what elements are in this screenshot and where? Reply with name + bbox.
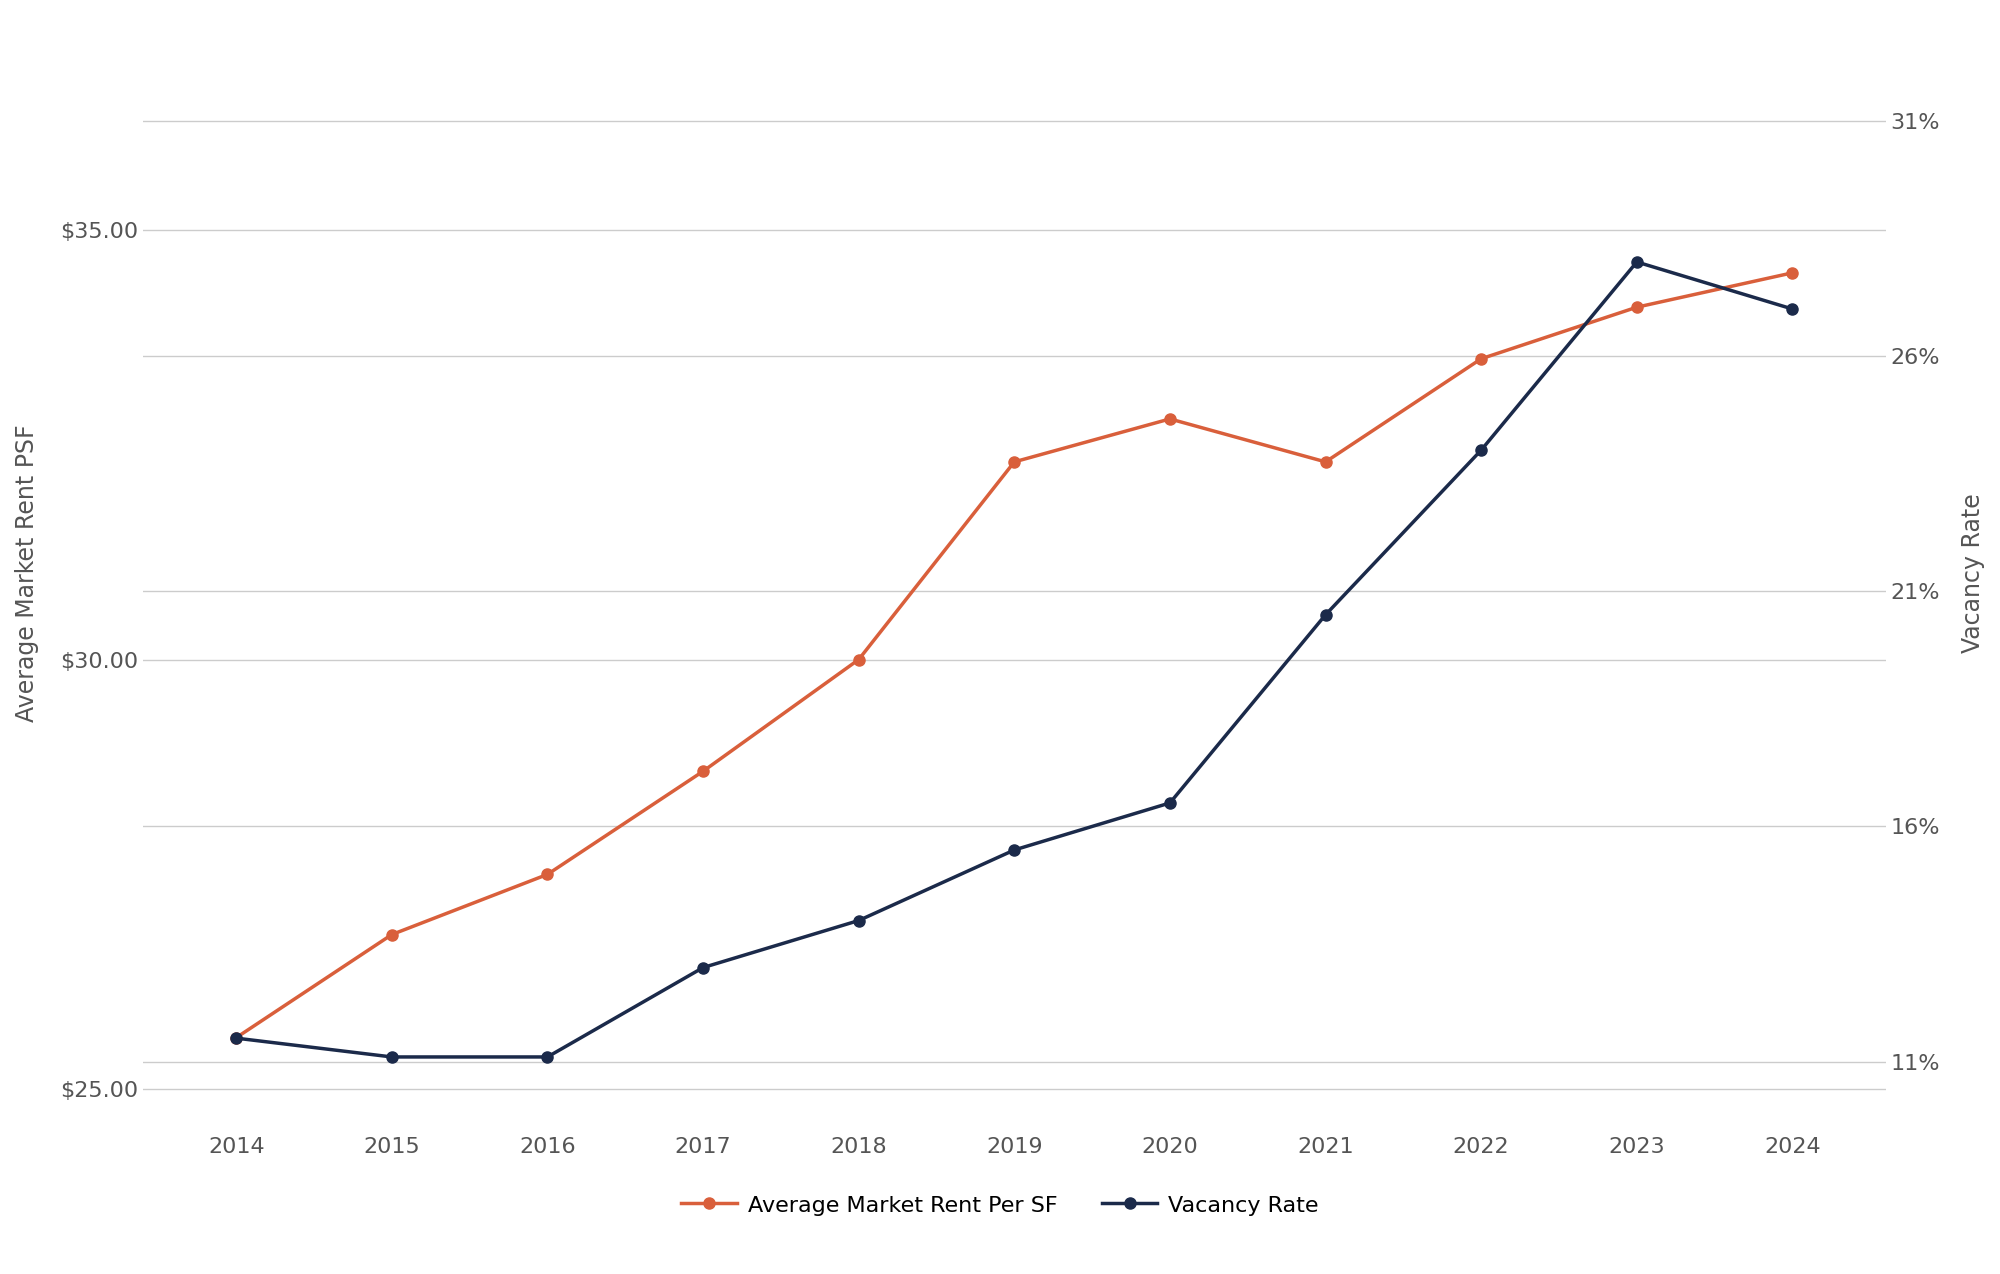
Vacancy Rate [1780, 302, 1804, 317]
Vacancy Rate [846, 913, 870, 929]
Average Market Rent Per SF [380, 927, 404, 943]
Average Market Rent Per SF [1624, 299, 1648, 315]
Average Market Rent Per SF [536, 866, 560, 882]
Vacancy Rate [536, 1050, 560, 1065]
Average Market Rent Per SF [1158, 412, 1182, 427]
Vacancy Rate [1314, 608, 1338, 623]
Average Market Rent Per SF [1470, 352, 1494, 367]
Vacancy Rate [692, 959, 716, 975]
Y-axis label: Vacancy Rate: Vacancy Rate [1960, 494, 1984, 654]
Average Market Rent Per SF [1780, 265, 1804, 280]
Average Market Rent Per SF [1314, 455, 1338, 470]
Vacancy Rate [1470, 442, 1494, 457]
Vacancy Rate [1002, 842, 1026, 857]
Vacancy Rate [380, 1050, 404, 1065]
Average Market Rent Per SF [846, 652, 870, 668]
Average Market Rent Per SF [224, 1031, 248, 1046]
Vacancy Rate [224, 1031, 248, 1046]
Vacancy Rate [1624, 255, 1648, 270]
Line: Average Market Rent Per SF: Average Market Rent Per SF [230, 268, 1798, 1043]
Y-axis label: Average Market Rent PSF: Average Market Rent PSF [16, 424, 40, 722]
Line: Vacancy Rate: Vacancy Rate [230, 256, 1798, 1063]
Average Market Rent Per SF [692, 763, 716, 778]
Average Market Rent Per SF [1002, 455, 1026, 470]
Vacancy Rate [1158, 795, 1182, 810]
Legend: Average Market Rent Per SF, Vacancy Rate: Average Market Rent Per SF, Vacancy Rate [672, 1185, 1328, 1224]
